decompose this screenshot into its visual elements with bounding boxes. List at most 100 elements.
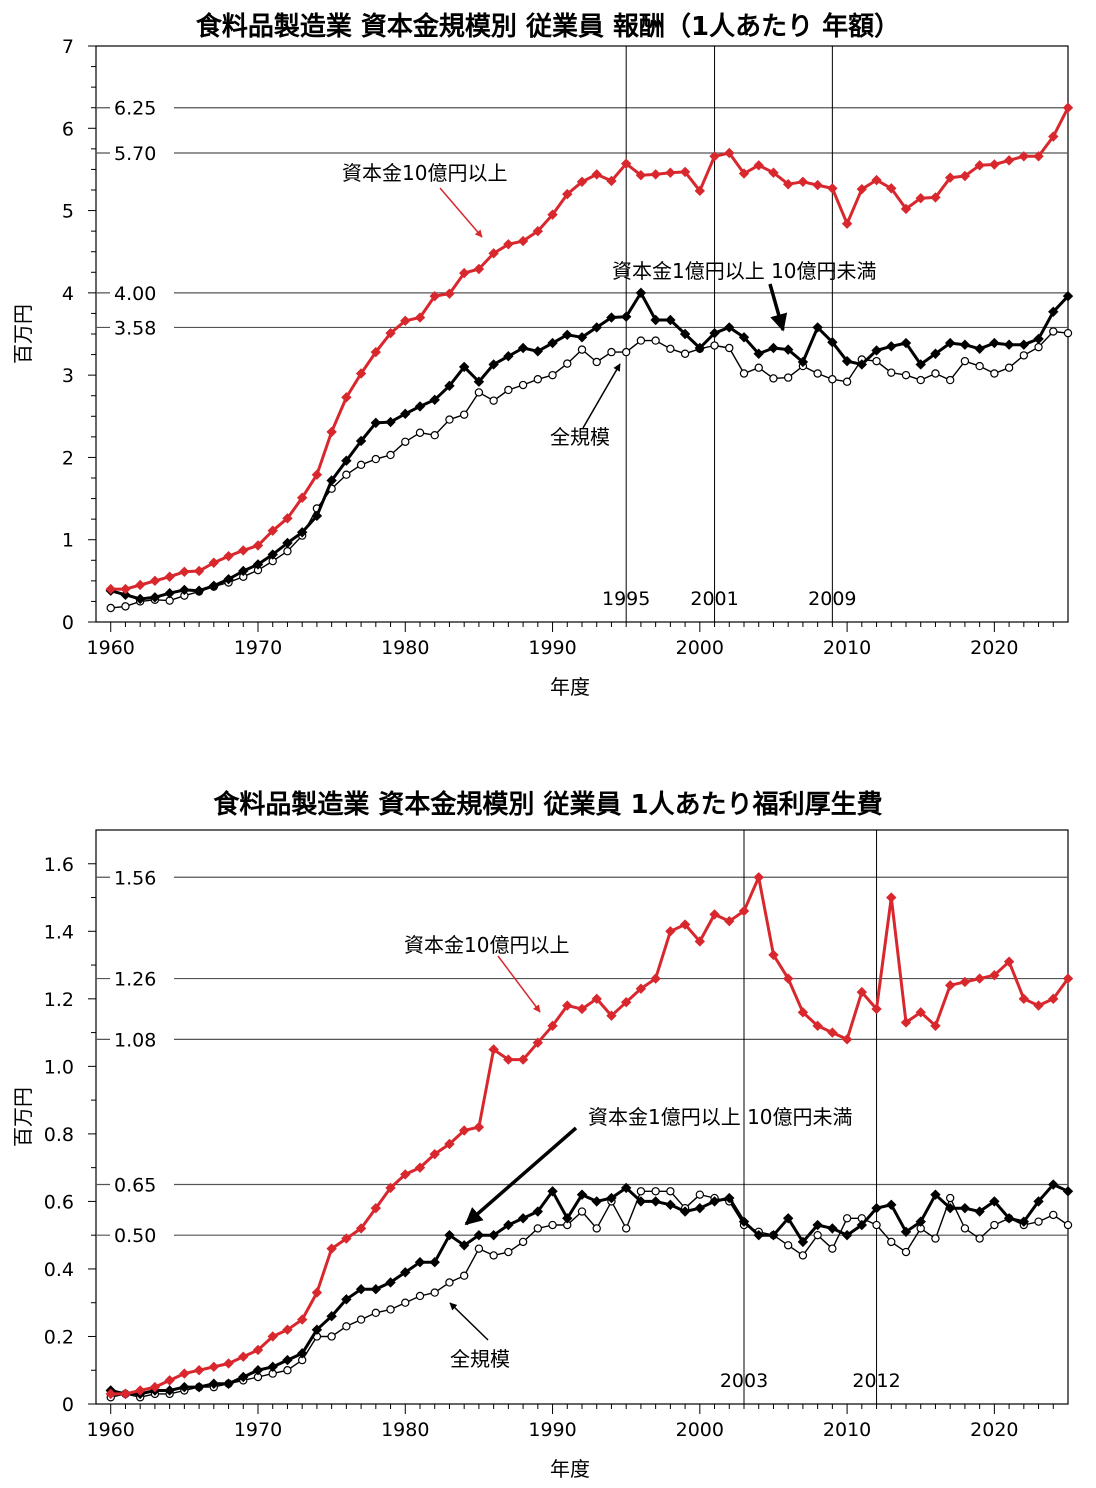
chart2-data-point-large-capital: [989, 969, 1000, 981]
chart2-y-tick-label: 0.8: [44, 1124, 74, 1146]
chart1-data-point-mid-capital: [753, 348, 764, 359]
chart1-data-point-mid-capital: [444, 380, 455, 392]
chart1-data-point-mid-capital: [709, 327, 720, 339]
chart1-data-point-all-scale: [916, 375, 925, 385]
chart2-data-point-all-scale: [887, 1237, 896, 1247]
chart1-data-point-large-capital: [208, 557, 220, 568]
chart1-series-line-red: [110, 107, 1070, 591]
chart2-data-point-large-capital: [827, 1027, 838, 1038]
chart2-data-point-mid-capital: [193, 1381, 205, 1393]
chart2-data-point-mid-capital: [252, 1365, 264, 1376]
chart1-data-point-mid-capital: [488, 359, 499, 370]
chart2-data-point-all-scale: [783, 1241, 793, 1250]
chart2-y-tick-label: 1.2: [44, 989, 74, 1011]
chart1-data-point-large-capital: [311, 469, 323, 480]
chart1-data-point-large-capital: [900, 203, 912, 215]
chart1-data-point-mid-capital: [665, 314, 676, 326]
chart1-data-point-mid-capital: [503, 351, 514, 362]
chart2-data-point-all-scale: [1034, 1217, 1043, 1226]
chart1-data-point-all-scale: [489, 396, 498, 405]
chart1-data-point-large-capital: [989, 159, 1000, 170]
chart1-data-point-mid-capital: [355, 435, 367, 447]
chart2-data-point-large-capital: [252, 1344, 264, 1356]
chart2-data-point-large-capital: [503, 1054, 514, 1065]
chart2-data-point-large-capital: [458, 1125, 470, 1136]
chart2-data-point-large-capital: [944, 980, 956, 991]
chart1-y-tick-label: 0: [62, 612, 74, 634]
chart2-reference-label-bg: [110, 1026, 174, 1049]
chart2-data-point-large-capital: [1033, 1000, 1044, 1011]
chart2-data-point-large-capital: [400, 1169, 411, 1180]
chart2-annotation-arrow: [497, 955, 541, 1013]
chart1-data-point-all-scale: [1004, 363, 1014, 372]
chart1-data-point-all-scale: [666, 344, 675, 354]
chart2-data-point-all-scale: [828, 1244, 837, 1253]
chart1-annotation-arrow: [768, 283, 788, 332]
chart2-data-point-mid-capital: [208, 1378, 220, 1389]
chart2-annotation-arrow: [449, 1302, 489, 1341]
chart1-data-point-large-capital: [827, 183, 838, 194]
chart1-data-point-mid-capital: [134, 593, 146, 605]
chart1-data-point-all-scale: [901, 370, 911, 380]
chart2-data-point-mid-capital: [768, 1229, 779, 1241]
chart2-x-tick-label: 2000: [676, 1419, 724, 1441]
chart2-data-point-all-scale: [518, 1237, 528, 1247]
chart1-data-point-large-capital: [134, 579, 146, 591]
chart1-data-point-mid-capital: [458, 361, 470, 373]
chart2-data-point-all-scale: [592, 1224, 601, 1233]
chart2-x-tick-label: 2020: [970, 1419, 1018, 1441]
chart1-data-point-mid-capital: [517, 342, 529, 354]
chart2-x-tick-label: 1970: [234, 1419, 282, 1441]
chart1-data-point-large-capital: [930, 192, 941, 203]
chart1-data-point-mid-capital: [562, 329, 573, 341]
chart1-data-point-large-capital: [385, 327, 396, 339]
chart2-reference-label-bg: [110, 1171, 174, 1194]
chart2-data-point-all-scale: [342, 1322, 351, 1331]
chart2-data-point-large-capital: [1062, 973, 1074, 984]
chart2-data-point-mid-capital: [1033, 1196, 1044, 1207]
chart1-data-point-large-capital: [355, 368, 367, 379]
chart1-data-point-large-capital: [591, 169, 602, 180]
chart1-data-point-mid-capital: [311, 510, 323, 522]
chart2-data-point-all-scale: [489, 1251, 498, 1260]
chart2-data-point-all-scale: [533, 1224, 543, 1233]
chart1-data-point-mid-capital: [930, 348, 941, 359]
chart2-data-point-all-scale: [666, 1187, 675, 1196]
chart1-data-point-all-scale: [813, 369, 822, 378]
chart1-data-point-all-scale: [887, 368, 896, 377]
chart1-data-point-all-scale: [975, 361, 984, 371]
chart1-data-point-large-capital: [532, 225, 544, 237]
chart1-data-point-mid-capital: [650, 314, 661, 326]
chart2-data-point-mid-capital: [517, 1213, 529, 1224]
chart2-data-point-all-scale: [401, 1298, 410, 1307]
chart2-data-point-large-capital: [193, 1365, 205, 1376]
chart1-data-point-large-capital: [370, 346, 382, 358]
chart1-data-point-large-capital: [414, 312, 426, 323]
chart2-data-point-large-capital: [930, 1020, 941, 1032]
chart2-data-point-all-scale: [945, 1193, 955, 1203]
chart1-data-point-all-scale: [283, 547, 292, 556]
chart1-data-point-large-capital: [503, 239, 514, 250]
chart1-reference-label-bg: [110, 139, 174, 162]
chart1-data-point-mid-capital: [606, 312, 617, 323]
chart1-reference-label: 5.70: [114, 143, 156, 165]
chart1-data-point-large-capital: [120, 583, 131, 595]
chart1-data-point-mid-capital: [282, 537, 293, 549]
chart2-data-point-mid-capital: [370, 1284, 382, 1295]
chart1-data-point-all-scale: [960, 356, 970, 366]
chart2-x-tick-label: 1980: [381, 1419, 429, 1441]
chart2-data-point-all-scale: [327, 1332, 336, 1341]
chart1-event-label: 2009: [808, 588, 856, 610]
chart1-data-point-all-scale: [356, 460, 366, 470]
chart1-event-label: 2001: [690, 588, 738, 610]
chart1-data-point-mid-capital: [782, 344, 794, 355]
chart1-data-point-all-scale: [533, 375, 543, 384]
chart1-data-point-all-scale: [342, 470, 351, 479]
chart2-data-point-all-scale: [872, 1220, 881, 1230]
chart1-data-point-mid-capital: [120, 589, 131, 601]
chart1-x-tick-label: 1970: [234, 637, 282, 659]
chart2-data-point-all-scale: [695, 1190, 705, 1199]
chart1-data-point-large-capital: [782, 179, 794, 190]
chart1-data-point-large-capital: [753, 160, 764, 171]
chart2-data-point-mid-capital: [856, 1219, 868, 1231]
